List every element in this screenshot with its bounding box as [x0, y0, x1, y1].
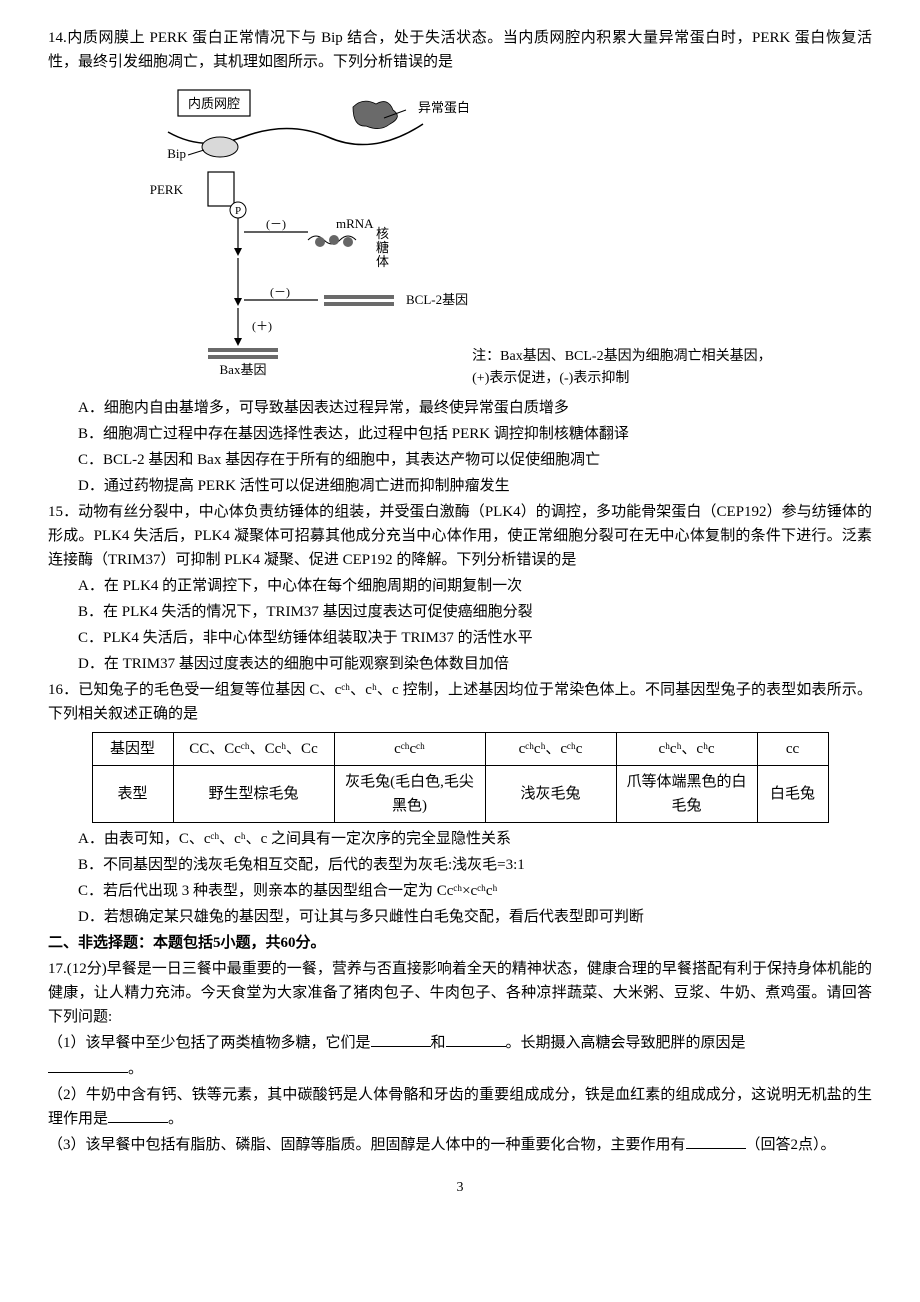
- mrna-label: mRNA: [336, 216, 374, 231]
- blank-input[interactable]: [48, 1057, 128, 1073]
- q16-stem: 16．已知兔子的毛色受一组复等位基因 C、cᶜʰ、cʰ、c 控制，上述基因均位于…: [48, 678, 872, 726]
- td-col3: 浅灰毛兔: [485, 766, 616, 823]
- q14-diagram-note: 注：Bax基因、BCL-2基因为细胞凋亡相关基因， (+)表示促进，(-)表示抑…: [472, 346, 771, 391]
- q16-opt-d: D．若想确定某只雄兔的基因型，可让其与多只雌性白毛兔交配，看后代表型即可判断: [48, 905, 872, 929]
- table-row: 基因型 CC、Ccᶜʰ、Ccʰ、Cc cᶜʰcᶜʰ cᶜʰcʰ、cᶜʰc cʰc…: [92, 733, 828, 766]
- q16-opt-a: A．由表可知，C、cᶜʰ、cʰ、c 之间具有一定次序的完全显隐性关系: [48, 827, 872, 851]
- table-row: 表型 野生型棕毛兔 灰毛兔(毛白色,毛尖黑色) 浅灰毛兔 爪等体端黑色的白毛兔 …: [92, 766, 828, 823]
- bip-shape: [202, 137, 238, 157]
- blank-input[interactable]: [686, 1133, 746, 1149]
- th-col3: cᶜʰcʰ、cᶜʰc: [485, 733, 616, 766]
- ribo-label-1: 核: [376, 226, 389, 241]
- ribo-dot3: [343, 237, 353, 247]
- q17-p2: （2）牛奶中含有钙、铁等元素，其中碳酸钙是人体骨骼和牙齿的重要组成成分，铁是血红…: [48, 1083, 872, 1131]
- perk-shape: [208, 172, 234, 206]
- bcl2-label: BCL-2基因: [406, 292, 468, 307]
- q17-p3: （3）该早餐中包括有脂肪、磷脂、固醇等脂质。胆固醇是人体中的一种重要化合物，主要…: [48, 1133, 872, 1157]
- perk-label: PERK: [150, 182, 184, 197]
- q15-opt-a: A．在 PLK4 的正常调控下，中心体在每个细胞周期的间期复制一次: [48, 574, 872, 598]
- bax-bar2: [208, 355, 278, 359]
- q15-opt-b: B．在 PLK4 失活的情况下，TRIM37 基因过度表达可促使癌细胞分裂: [48, 600, 872, 624]
- ribo-label-3: 体: [376, 254, 389, 269]
- q15-opt-c: C．PLK4 失活后，非中心体型纺锤体组装取决于 TRIM37 的活性水平: [48, 626, 872, 650]
- q16-opt-c: C．若后代出现 3 种表型，则亲本的基因型组合一定为 Ccᶜʰ×cᶜʰcʰ: [48, 879, 872, 903]
- td-phenotype: 表型: [92, 766, 173, 823]
- q17-stem: 17.(12分)早餐是一日三餐中最重要的一餐，营养与否直接影响着全天的精神状态，…: [48, 957, 872, 1029]
- bcl2-bar1: [324, 295, 394, 299]
- p-letter: P: [235, 205, 241, 217]
- blank-input[interactable]: [446, 1031, 506, 1047]
- q14-opt-a: A．细胞内自由基增多，可导致基因表达过程异常，最终使异常蛋白质增多: [48, 396, 872, 420]
- q16-opt-b: B．不同基因型的浅灰毛兔相互交配，后代的表型为灰毛:浅灰毛=3:1: [48, 853, 872, 877]
- td-col5: 白毛兔: [757, 766, 828, 823]
- q14-opt-c: C．BCL-2 基因和 Bax 基因存在于所有的细胞中，其表达产物可以促使细胞凋…: [48, 448, 872, 472]
- blank-input[interactable]: [108, 1107, 168, 1123]
- q16-table: 基因型 CC、Ccᶜʰ、Ccʰ、Cc cᶜʰcᶜʰ cᶜʰcʰ、cᶜʰc cʰc…: [92, 732, 829, 823]
- th-col1: CC、Ccᶜʰ、Ccʰ、Cc: [173, 733, 334, 766]
- arrow1-head: [234, 248, 242, 256]
- abnormal-protein-label: 异常蛋白: [418, 100, 468, 115]
- lumen-label: 内质网腔: [188, 96, 240, 111]
- q17-p1-end: 。: [48, 1057, 872, 1081]
- bip-label: Bip: [168, 146, 187, 161]
- q15-opt-d: D．在 TRIM37 基因过度表达的细胞中可能观察到染色体数目加倍: [48, 652, 872, 676]
- td-col4: 爪等体端黑色的白毛兔: [616, 766, 757, 823]
- q14-opt-d: D．通过药物提高 PERK 活性可以促进细胞凋亡进而抑制肿瘤发生: [48, 474, 872, 498]
- th-col5: cc: [757, 733, 828, 766]
- q17-p1: （1）该早餐中至少包括了两类植物多糖，它们是和。长期摄入高糖会导致肥胖的原因是: [48, 1031, 872, 1055]
- minus-1: (－): [266, 217, 286, 231]
- q14-opt-b: B．细胞凋亡过程中存在基因选择性表达，此过程中包括 PERK 调控抑制核糖体翻译: [48, 422, 872, 446]
- th-col4: cʰcʰ、cʰc: [616, 733, 757, 766]
- q15-stem: 15．动物有丝分裂中，中心体负责纺锤体的组装，并受蛋白激酶（PLK4）的调控，多…: [48, 500, 872, 572]
- ribo-label-2: 糖: [376, 240, 389, 255]
- th-genotype: 基因型: [92, 733, 173, 766]
- plus-1: (＋): [252, 319, 272, 333]
- bax-bar1: [208, 348, 278, 352]
- abnormal-protein-shape: [353, 101, 397, 128]
- q14-diagram: 内质网腔 异常蛋白 Bip PERK P (－) mRNA: [48, 82, 872, 390]
- td-col2: 灰毛兔(毛白色,毛尖黑色): [334, 766, 485, 823]
- minus-2: (－): [270, 285, 290, 299]
- page-number: 3: [48, 1177, 872, 1199]
- th-col2: cᶜʰcᶜʰ: [334, 733, 485, 766]
- bax-label: Bax基因: [220, 362, 267, 377]
- blank-input[interactable]: [371, 1031, 431, 1047]
- ribo-dot1: [315, 237, 325, 247]
- q14-stem: 14.内质网膜上 PERK 蛋白正常情况下与 Bip 结合，处于失活状态。当内质…: [48, 26, 872, 74]
- td-col1: 野生型棕毛兔: [173, 766, 334, 823]
- section2-title: 二、非选择题：本题包括5小题，共60分。: [48, 931, 872, 955]
- bcl2-bar2: [324, 302, 394, 306]
- ribo-dot2: [329, 235, 339, 245]
